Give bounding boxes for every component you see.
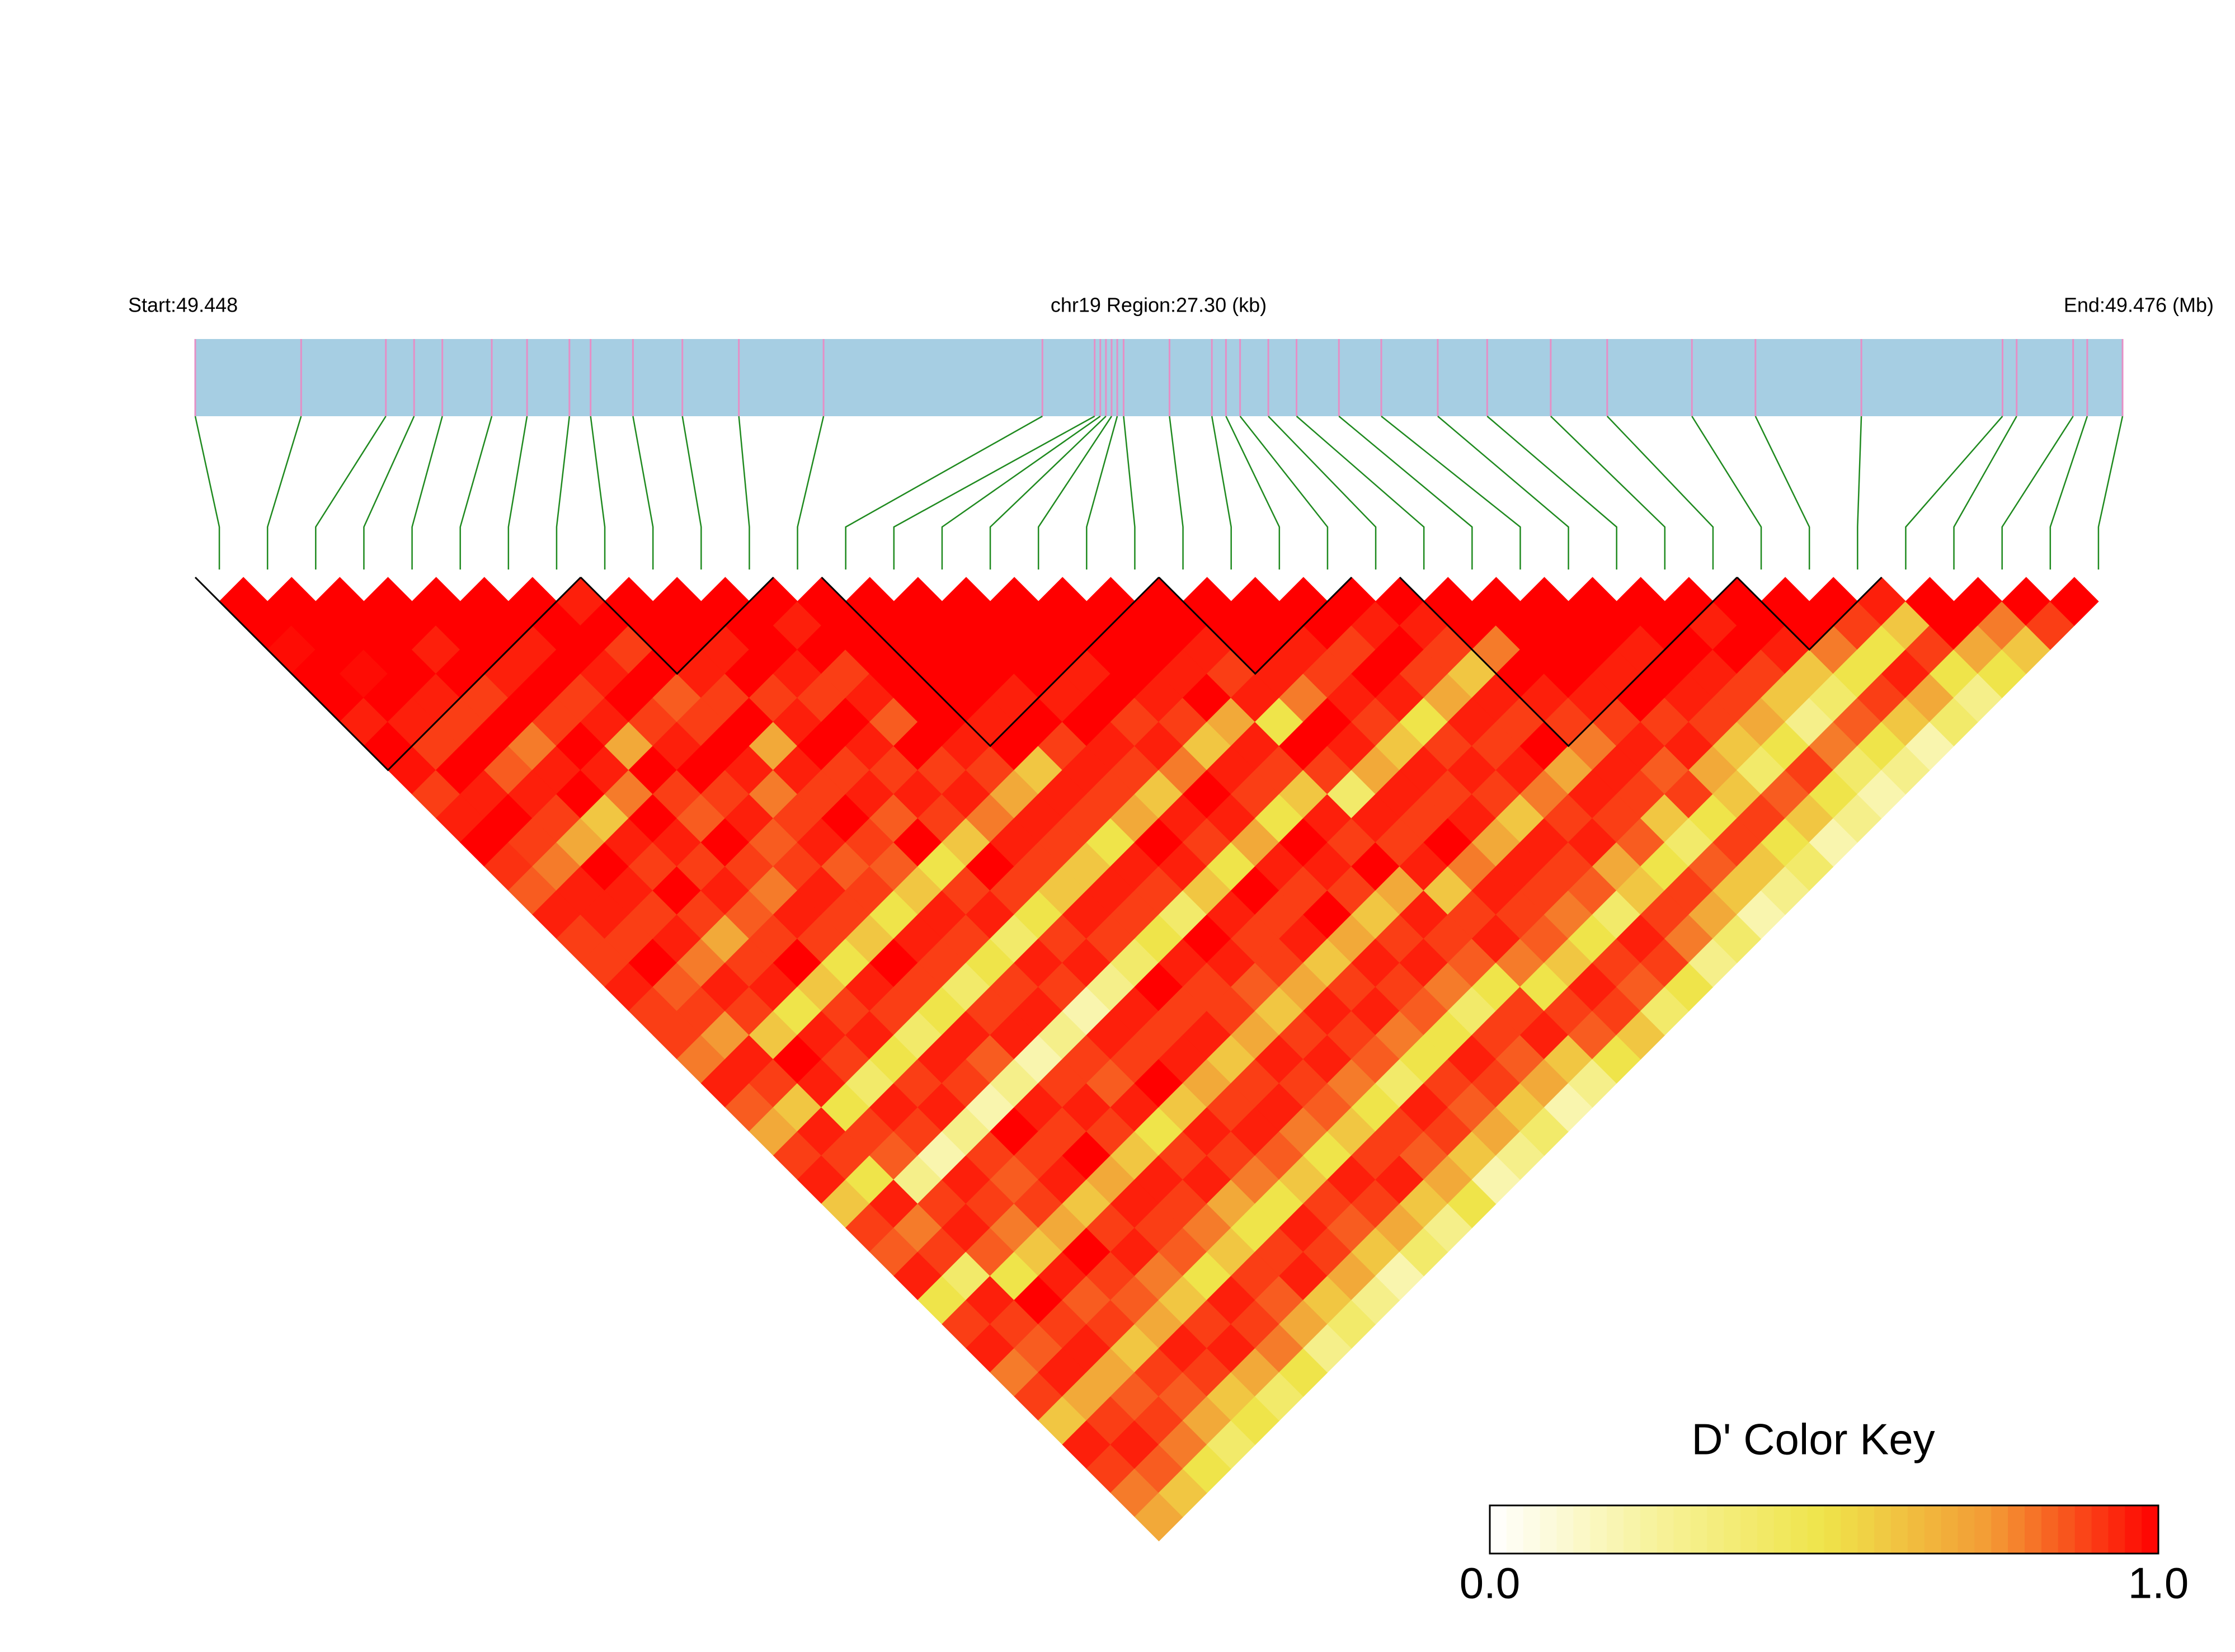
color-key-step	[1573, 1505, 1591, 1554]
color-key-step	[2125, 1505, 2142, 1554]
start-label: Start:49.448	[128, 294, 238, 317]
snp-connector	[363, 416, 415, 570]
snp-connector	[681, 416, 702, 570]
color-key-step	[2091, 1505, 2109, 1554]
color-key-step	[1690, 1505, 1707, 1554]
snp-connector	[1211, 416, 1232, 570]
snp-connector	[632, 416, 654, 570]
snp-connector	[989, 416, 1107, 570]
color-key-step	[2008, 1505, 2025, 1554]
color-key-step	[2074, 1505, 2092, 1554]
color-key-step	[1907, 1505, 1925, 1554]
color-key-title: D' Color Key	[1691, 1415, 1935, 1464]
ld-block	[821, 576, 1160, 747]
color-key-step	[1657, 1505, 1674, 1554]
snp-connector	[459, 416, 493, 570]
color-key-step	[1607, 1505, 1624, 1554]
color-key-border	[1489, 1504, 2159, 1555]
color-key-step	[1991, 1505, 2008, 1554]
snp-connector	[1691, 416, 1762, 570]
snp-connector	[315, 416, 387, 570]
snp-connector	[1754, 416, 1810, 570]
snp-connector	[1550, 416, 1666, 570]
snp-connector	[738, 416, 750, 570]
snp-connector	[1123, 416, 1136, 570]
snp-connector	[556, 416, 571, 570]
color-key-step	[1523, 1505, 1541, 1554]
snp-connector	[797, 416, 825, 570]
color-key-step	[1790, 1505, 1808, 1554]
color-key-step	[1724, 1505, 1741, 1554]
snp-connector	[1268, 416, 1377, 570]
color-key-step	[1924, 1505, 1942, 1554]
color-key-step	[1807, 1505, 1825, 1554]
snp-connector	[1239, 416, 1329, 570]
color-key-step	[2108, 1505, 2125, 1554]
end-label: End:49.476 (Mb)	[2064, 294, 2214, 317]
color-key-step	[2041, 1505, 2059, 1554]
color-key-step	[2058, 1505, 2076, 1554]
gene-track	[195, 339, 2123, 416]
snp-connector	[411, 416, 443, 570]
color-key-step	[1857, 1505, 1875, 1554]
color-key-label: 0.0	[1460, 1559, 1520, 1608]
color-key-step	[1707, 1505, 1724, 1554]
snp-connector	[1296, 416, 1425, 570]
snp-connector	[845, 415, 1043, 570]
color-key-step	[1958, 1505, 1975, 1554]
color-key-step	[1891, 1505, 1908, 1554]
snp-connector	[1225, 416, 1281, 570]
color-key-step	[1590, 1505, 1607, 1554]
snp-connector	[1905, 416, 2003, 570]
color-key-step	[1824, 1505, 1841, 1554]
ld-cell	[2050, 577, 2099, 626]
snp-connector	[2049, 416, 2088, 570]
color-key-step	[1941, 1505, 1959, 1554]
ld-block	[1158, 576, 1353, 675]
snp-connector	[194, 416, 220, 570]
ld-block	[580, 576, 774, 675]
snp-connector	[266, 416, 302, 570]
color-key-step	[1624, 1505, 1641, 1554]
snp-connector	[1486, 416, 1617, 570]
snp-connector	[941, 415, 1101, 570]
color-key-step	[2025, 1505, 2042, 1554]
color-key-step	[1740, 1505, 1758, 1554]
color-key-step	[2142, 1505, 2159, 1554]
snp-connector	[1338, 416, 1473, 570]
snp-connector	[1437, 416, 1569, 570]
ld-block	[1736, 576, 1883, 651]
color-key-step	[1540, 1505, 1558, 1554]
color-key-step	[1974, 1505, 1992, 1554]
color-key-step	[1506, 1505, 1524, 1554]
snp-connector	[1169, 416, 1184, 570]
color-key-step	[1841, 1505, 1858, 1554]
snp-connector	[1606, 416, 1714, 570]
ld-block	[1399, 576, 1738, 747]
snp-connector	[507, 416, 528, 570]
snp-connector	[2097, 416, 2124, 570]
snp-connector	[1037, 416, 1112, 570]
snp-connector	[1086, 416, 1118, 570]
snp-connector	[1857, 416, 1862, 570]
color-key-step	[1757, 1505, 1775, 1554]
color-key-label: 1.0	[2128, 1559, 2189, 1608]
ld-block	[194, 576, 582, 771]
color-key-step	[1556, 1505, 1574, 1554]
color-key-step	[1640, 1505, 1658, 1554]
snp-connector	[1381, 416, 1521, 570]
color-key-step	[1874, 1505, 1891, 1554]
color-key-step	[1490, 1505, 1507, 1554]
snp-connector	[590, 416, 606, 570]
color-key-step	[1773, 1505, 1791, 1554]
snp-connector	[1953, 416, 2017, 570]
region-label: chr19 Region:27.30 (kb)	[1051, 294, 1267, 317]
snp-connector	[2001, 416, 2074, 570]
color-key-step	[1673, 1505, 1691, 1554]
snp-connector	[893, 415, 1095, 570]
